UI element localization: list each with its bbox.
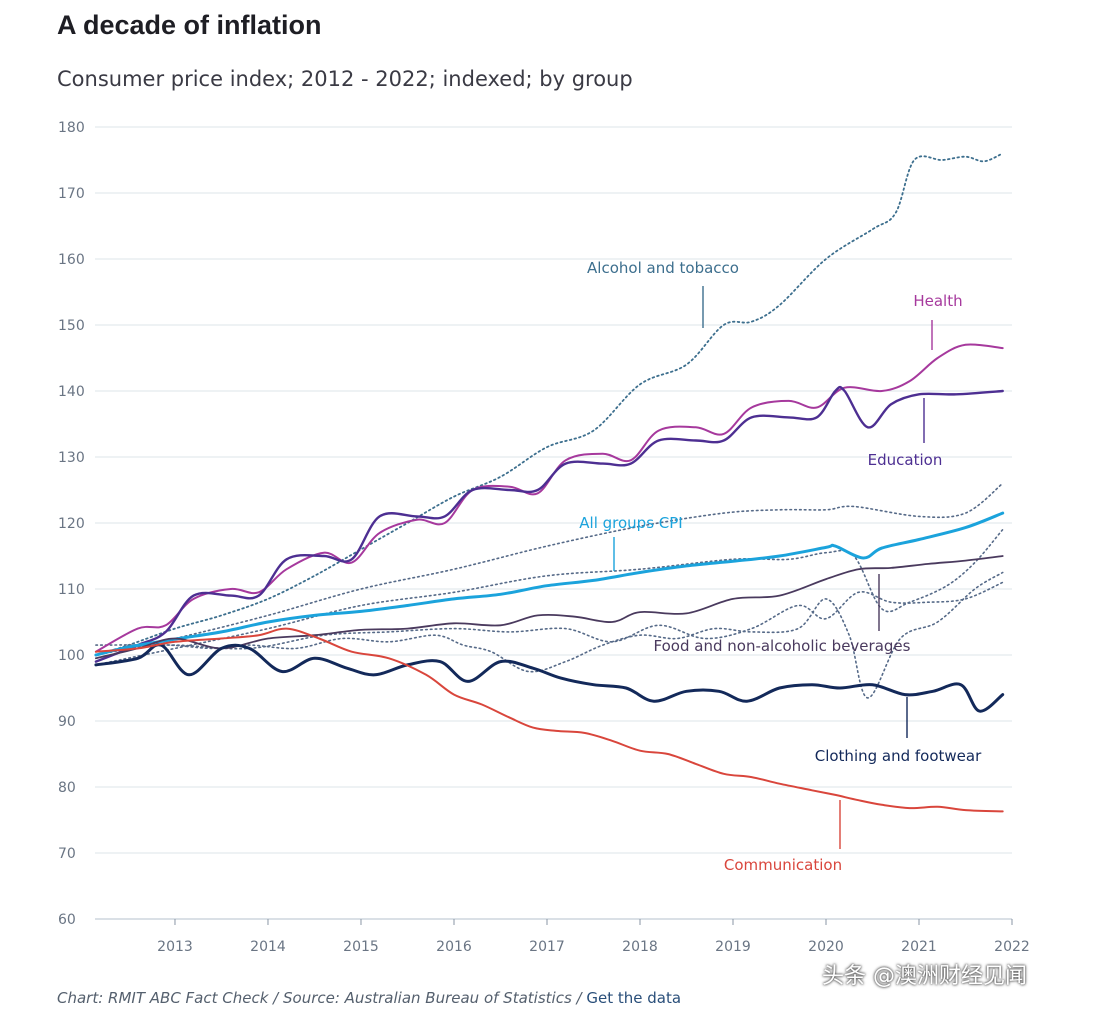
y-tick-label: 160 (58, 252, 85, 268)
x-tick-label: 2014 (250, 939, 286, 955)
series-line-unlabelled (95, 528, 1004, 666)
x-tick-label: 2022 (994, 939, 1030, 955)
y-tick-label: 90 (58, 714, 76, 730)
x-tick-label: 2017 (529, 939, 565, 955)
label-clothing-and-footwear: Clothing and footwear (815, 747, 982, 765)
y-tick-label: 170 (58, 186, 85, 202)
y-tick-label: 180 (58, 120, 85, 136)
y-tick-label: 150 (58, 318, 85, 334)
label-all-groups-cpi: All groups CPI (579, 514, 682, 532)
y-tick-label: 130 (58, 450, 85, 466)
x-tick-label: 2018 (622, 939, 658, 955)
series-line-unlabelled (95, 581, 1004, 650)
series-line-alcohol-and-tobacco (95, 152, 1004, 656)
series-line-food-and-non-alcoholic-beverages (95, 555, 1004, 660)
chart-title: A decade of inflation (57, 10, 322, 40)
series-line-clothing-and-footwear (94, 643, 1005, 713)
x-tick-label: 2016 (436, 939, 472, 955)
y-tick-label: 80 (58, 780, 76, 796)
y-tick-label: 140 (58, 384, 85, 400)
label-education: Education (868, 451, 943, 469)
series-line-all-groups-cpi (94, 511, 1005, 657)
chart-subtitle: Consumer price index; 2012 - 2022; index… (57, 67, 633, 91)
y-tick-label: 70 (58, 846, 76, 862)
y-tick-label: 120 (58, 516, 85, 532)
chart-footer: Chart: RMIT ABC Fact Check / Source: Aus… (57, 989, 681, 1007)
x-tick-label: 2020 (808, 939, 844, 955)
label-health: Health (913, 292, 962, 310)
y-tick-label: 60 (58, 912, 76, 928)
label-food-and-non-alcoholic-beverages: Food and non-alcoholic beverages (654, 637, 911, 655)
label-communication: Communication (724, 856, 842, 874)
series-line-unlabelled (95, 571, 1004, 699)
x-tick-label: 2019 (715, 939, 751, 955)
series-line-education (94, 385, 1004, 663)
get-the-data-link[interactable]: Get the data (586, 989, 682, 1007)
source-text: Chart: RMIT ABC Fact Check / Source: Aus… (57, 989, 587, 1007)
y-tick-label: 110 (58, 582, 85, 598)
label-alcohol-and-tobacco: Alcohol and tobacco (587, 259, 739, 277)
x-tick-label: 2013 (157, 939, 193, 955)
x-tick-label: 2021 (901, 939, 937, 955)
x-tick-label: 2015 (343, 939, 379, 955)
watermark: 头条 @澳洲财经见闻 (822, 964, 1027, 989)
line-chart: 60 70 80 90 100 110 120 130 140 150 160 170 180 2013 2… (58, 120, 1030, 955)
y-tick-label: 100 (58, 648, 85, 664)
series-line-communication (94, 627, 1004, 813)
